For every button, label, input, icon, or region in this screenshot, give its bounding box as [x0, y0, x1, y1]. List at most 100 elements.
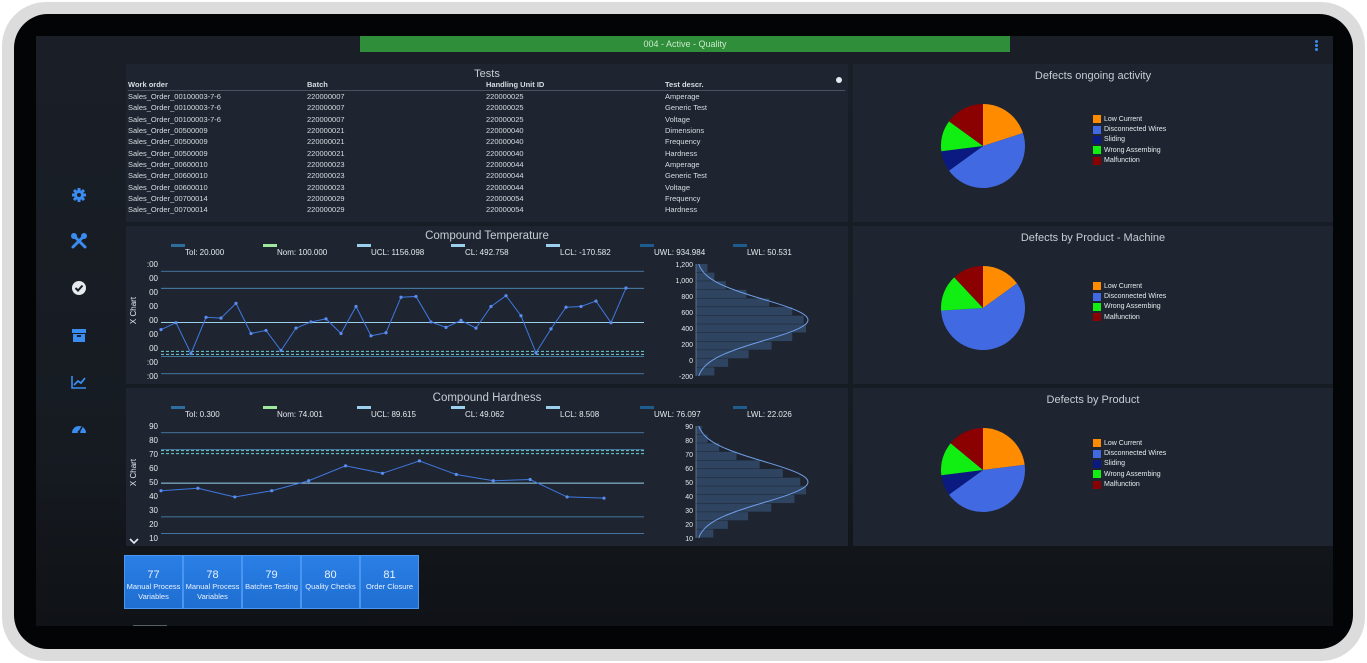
tile-batches-testing[interactable]: 79 Batches Testing: [242, 555, 301, 609]
legend-item: Disconnected Wires: [1093, 291, 1166, 301]
data-point[interactable]: [384, 331, 388, 335]
data-point[interactable]: [459, 318, 463, 322]
speedometer-icon[interactable]: [70, 420, 88, 438]
data-point[interactable]: [417, 459, 422, 463]
table-cell: Sales_Order_00600010: [128, 182, 208, 192]
pie-slice: [983, 428, 1025, 470]
data-point[interactable]: [354, 304, 358, 309]
horizontal-scrollbar[interactable]: [133, 625, 167, 626]
data-point[interactable]: [159, 489, 163, 493]
data-point[interactable]: [491, 479, 495, 483]
table-row[interactable]: Sales_Order_00500009 220000021 220000040 Di…: [128, 125, 845, 136]
data-point[interactable]: [609, 321, 613, 325]
legend-swatch: [1093, 125, 1101, 134]
data-point[interactable]: [429, 320, 433, 324]
series-line: [160, 287, 627, 355]
data-point[interactable]: [233, 495, 237, 499]
table-row[interactable]: Sales_Order_00100003-7-6 220000007 2200000…: [128, 114, 845, 125]
data-point[interactable]: [489, 304, 493, 309]
data-point[interactable]: [309, 320, 313, 324]
check-circle-icon[interactable]: [70, 279, 88, 297]
data-point[interactable]: [159, 328, 163, 332]
data-point[interactable]: [174, 321, 178, 325]
defects-ongoing-panel: Defects ongoing activity Low Current Disc…: [853, 64, 1333, 222]
data-point[interactable]: [307, 479, 311, 483]
data-point[interactable]: [189, 352, 193, 356]
defects-by-product-machine-title: Defects by Product - Machine: [1020, 232, 1166, 244]
data-point[interactable]: [624, 286, 628, 290]
data-point[interactable]: [594, 299, 598, 303]
data-point[interactable]: [564, 305, 568, 309]
data-point[interactable]: [234, 301, 238, 305]
table-row[interactable]: Sales_Order_00500009 220000021 220000040 Ha…: [128, 147, 845, 158]
data-point[interactable]: [204, 315, 208, 319]
column-header-test-descr: Test descr.: [665, 78, 845, 91]
data-point[interactable]: [219, 316, 223, 320]
tick-label: 50: [685, 480, 693, 487]
table-row[interactable]: Sales_Order_00600010 220000023 220000044 Am…: [128, 159, 845, 170]
data-point[interactable]: [454, 472, 458, 477]
table-cell: 220000054: [486, 205, 524, 215]
defects-by-product-title: Defects by Product: [1046, 394, 1140, 406]
legend-label: Tol: 20.000: [185, 248, 225, 257]
legend-label: Sliding: [1104, 460, 1126, 468]
data-point[interactable]: [343, 464, 348, 468]
data-point[interactable]: [339, 331, 343, 336]
histogram-bar: [696, 529, 714, 538]
table-row[interactable]: Sales_Order_00600010 220000023 220000044 Ge…: [128, 170, 845, 181]
data-point[interactable]: [294, 326, 298, 330]
histogram-bar: [696, 494, 795, 504]
legend-swatch: [546, 406, 560, 409]
data-point[interactable]: [474, 326, 478, 330]
data-point[interactable]: [504, 294, 508, 298]
tick-label: 600: [681, 310, 693, 317]
data-point[interactable]: [270, 489, 274, 493]
histogram-bar: [696, 281, 726, 290]
legend-item: Sliding: [1093, 135, 1166, 145]
tile-label: Manual Process Variables: [185, 582, 240, 601]
table-row[interactable]: Sales_Order_00600010 220000023 220000044 Vo…: [128, 181, 845, 192]
legend-label: Disconnected Wires: [1104, 126, 1167, 134]
tile-manual-process-variables-78[interactable]: 78 Manual Process Variables: [183, 555, 242, 609]
data-point[interactable]: [249, 331, 253, 336]
data-point[interactable]: [549, 327, 553, 331]
tile-quality-checks[interactable]: 80 Quality Checks: [301, 555, 360, 609]
data-point[interactable]: [196, 486, 200, 490]
table-header-row: Work order Batch Handling Unit ID Test d…: [128, 78, 845, 91]
data-point[interactable]: [602, 496, 606, 500]
data-point[interactable]: [369, 334, 373, 338]
table-row[interactable]: Sales_Order_00700014 220000029 220000054 Ha…: [128, 204, 845, 215]
density-curve: [698, 425, 809, 539]
trend-chart-icon[interactable]: [70, 373, 88, 391]
table-row[interactable]: Sales_Order_00500009 220000021 220000040 Fr…: [128, 136, 845, 147]
legend-item: Wrong Assembing: [1093, 469, 1166, 479]
chevron-down-icon[interactable]: [129, 533, 139, 545]
table-cell: 220000021: [307, 126, 345, 136]
data-point[interactable]: [534, 351, 538, 355]
data-point[interactable]: [519, 314, 523, 318]
table-row[interactable]: Sales_Order_00100003-7-6 220000007 2200000…: [128, 91, 845, 103]
tile-order-closure[interactable]: 81 Order Closure: [360, 555, 419, 609]
data-point[interactable]: [444, 325, 448, 329]
data-point[interactable]: [264, 328, 268, 333]
table-row[interactable]: Sales_Order_00700014 220000029 220000054 Fr…: [128, 193, 845, 204]
table-row[interactable]: Sales_Order_00100003-7-6 220000007 2200000…: [128, 102, 845, 113]
data-point[interactable]: [414, 294, 418, 299]
data-point[interactable]: [279, 348, 283, 353]
data-point[interactable]: [324, 317, 328, 321]
tick-label: 00: [149, 288, 158, 297]
tick-label: :00: [147, 260, 159, 269]
more-options-icon[interactable]: [1315, 40, 1319, 52]
data-point[interactable]: [528, 477, 532, 482]
gear-icon[interactable]: [70, 186, 88, 204]
compound-hardness-panel: Compound Hardness Tol: 0.300 Nom: 74.001 U…: [126, 388, 848, 546]
data-point[interactable]: [380, 471, 385, 475]
box-icon[interactable]: [70, 326, 88, 344]
tile-manual-process-variables-77[interactable]: 77 Manual Process Variables: [124, 555, 183, 609]
data-point[interactable]: [579, 304, 583, 309]
legend-label: Low Current: [1104, 282, 1143, 290]
tools-icon[interactable]: [70, 232, 88, 250]
table-cell: 220000029: [307, 193, 345, 203]
data-point[interactable]: [565, 495, 569, 499]
data-point[interactable]: [399, 295, 403, 299]
